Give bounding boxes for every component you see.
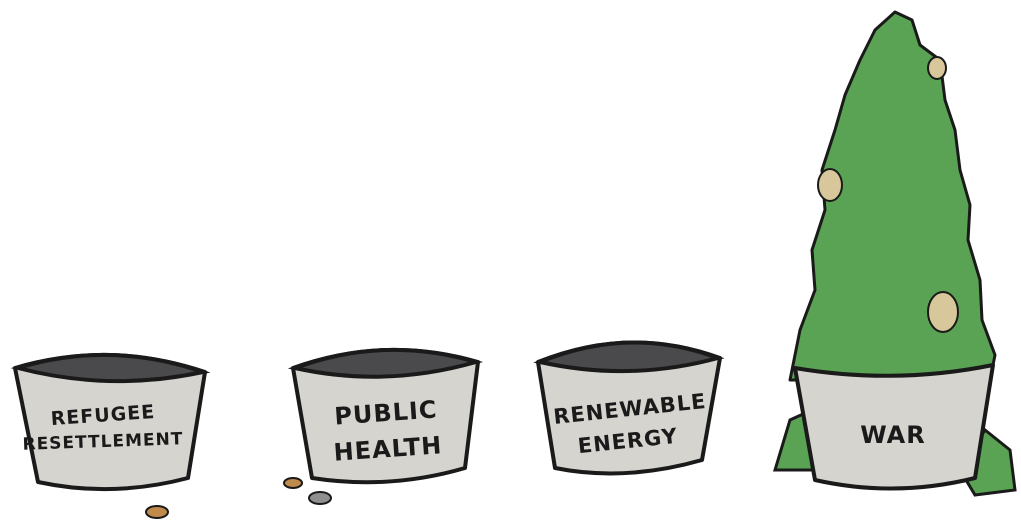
money-bag (928, 57, 946, 79)
cartoon: REFUGEE RESETTLEMENT PUBLIC HEALTH RENEW… (0, 0, 1021, 522)
bucket: REFUGEE RESETTLEMENT (15, 355, 205, 489)
coin (309, 492, 331, 504)
bucket: PUBLIC HEALTH (293, 350, 478, 482)
money-bag (928, 292, 958, 332)
money-bag (818, 169, 842, 201)
bucket: WAR (795, 365, 993, 489)
coin (146, 506, 168, 518)
coin (284, 478, 302, 488)
bucket: RENEWABLE ENERGY (538, 342, 720, 473)
bucket-label: WAR (860, 421, 925, 449)
